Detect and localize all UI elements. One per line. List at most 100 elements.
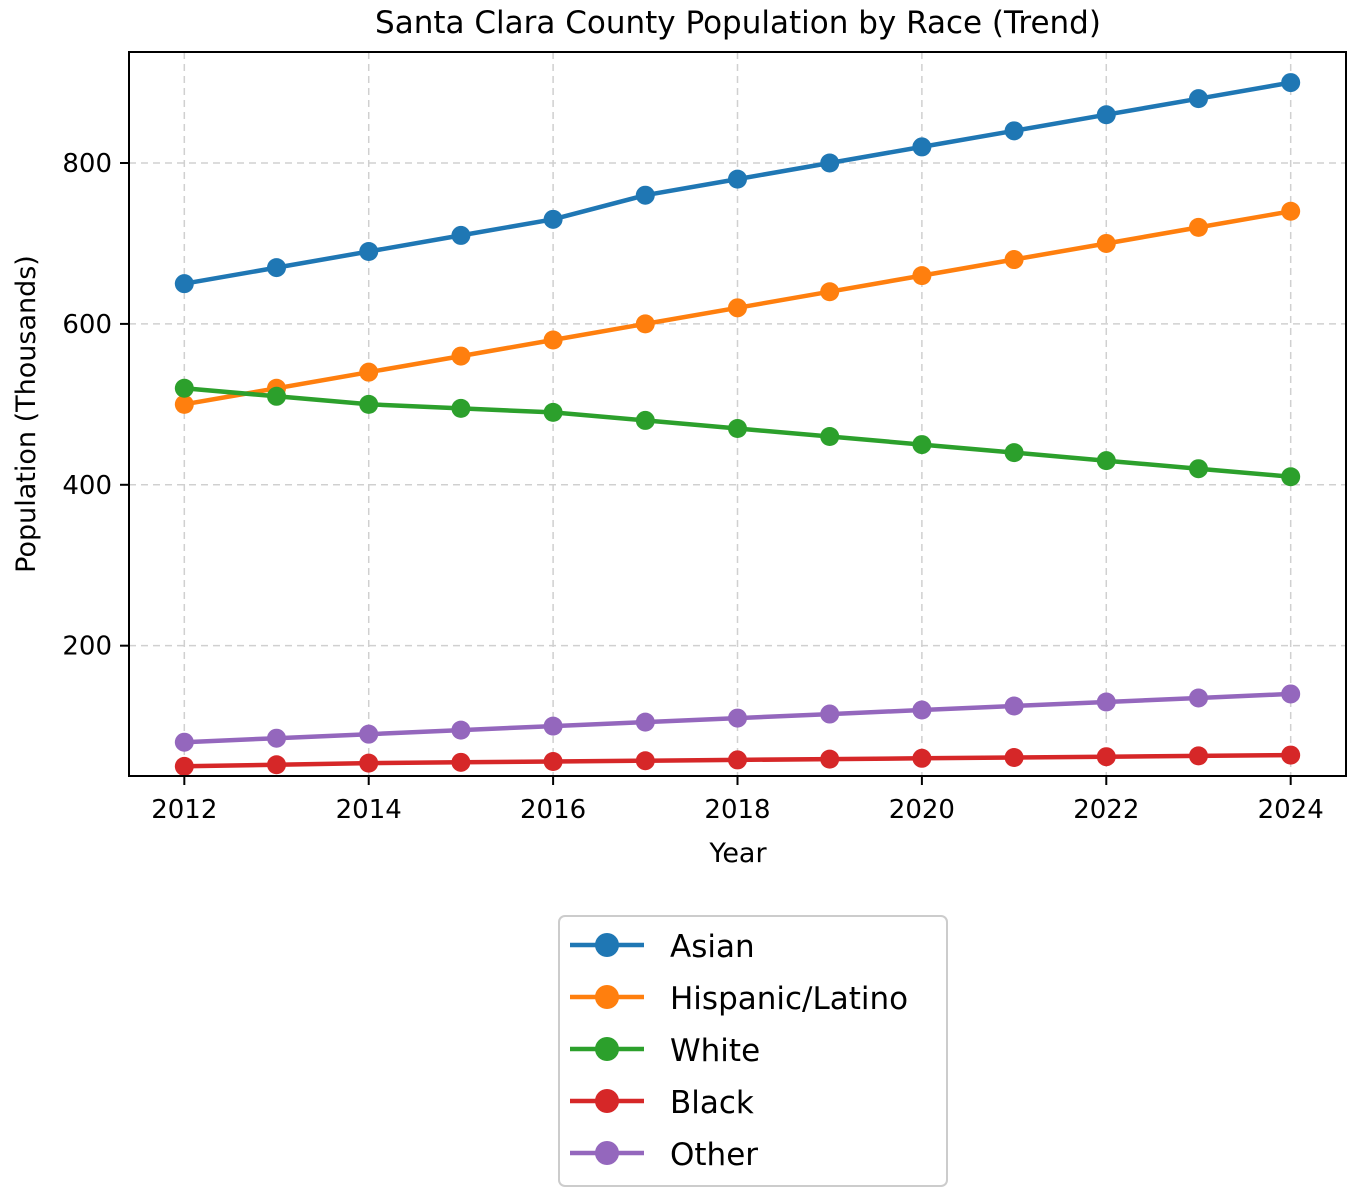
- y-tick-label: 800: [62, 149, 112, 179]
- data-point-white: [1096, 451, 1116, 471]
- data-point-other: [1096, 692, 1116, 712]
- data-point-hispanic-latino: [912, 266, 932, 286]
- y-tick-label: 200: [62, 632, 112, 662]
- legend-swatch-marker: [595, 1141, 619, 1165]
- legend-label: White: [670, 1033, 760, 1069]
- data-point-white: [912, 435, 932, 455]
- data-point-white: [451, 398, 471, 418]
- data-point-hispanic-latino: [359, 362, 379, 382]
- legend-label: Hispanic/Latino: [670, 981, 908, 1017]
- legend-item-hispanic-latino: Hispanic/Latino: [570, 981, 908, 1017]
- data-point-black: [1004, 747, 1024, 767]
- series-asian: [174, 73, 1301, 294]
- data-point-white: [174, 378, 194, 398]
- legend-item-white: White: [570, 1033, 760, 1069]
- data-point-white: [635, 410, 655, 430]
- data-point-hispanic-latino: [728, 298, 747, 318]
- data-point-white: [543, 402, 563, 422]
- x-tick-label: 2022: [1073, 795, 1139, 825]
- legend-swatch-marker: [595, 985, 619, 1009]
- data-point-asian: [359, 242, 379, 262]
- data-point-black: [359, 753, 379, 773]
- data-point-asian: [1281, 73, 1301, 93]
- data-point-asian: [543, 209, 563, 229]
- data-point-hispanic-latino: [635, 314, 655, 334]
- data-point-black: [543, 752, 563, 772]
- data-point-black: [728, 750, 747, 770]
- x-tick-label: 2018: [704, 795, 770, 825]
- legend-label: Other: [670, 1137, 758, 1173]
- chart-title: Santa Clara County Population by Race (T…: [375, 5, 1101, 41]
- data-point-other: [1004, 696, 1024, 716]
- legend: Asian Hispanic/Latino White Black Other: [558, 915, 948, 1187]
- data-point-asian: [1188, 89, 1208, 109]
- series-white: [174, 378, 1301, 487]
- data-point-black: [1281, 745, 1301, 765]
- y-axis-label: Population (Thousands): [11, 255, 42, 573]
- data-point-hispanic-latino: [1281, 201, 1301, 221]
- data-point-asian: [1096, 105, 1116, 125]
- data-point-asian: [451, 225, 471, 245]
- data-point-asian: [728, 169, 747, 189]
- series-hispanic-latino: [174, 201, 1301, 414]
- data-point-other: [267, 728, 287, 748]
- data-point-other: [912, 700, 932, 720]
- x-axis-label: Year: [708, 838, 767, 869]
- series-other: [174, 684, 1301, 752]
- y-tick-label: 600: [62, 310, 112, 340]
- data-point-black: [451, 752, 471, 772]
- y-axis: 200 400 600 800: [62, 149, 129, 662]
- legend-item-asian: Asian: [570, 929, 755, 965]
- x-tick-label: 2014: [336, 795, 402, 825]
- y-tick-label: 400: [62, 471, 112, 501]
- x-tick-label: 2024: [1258, 795, 1324, 825]
- data-point-white: [267, 386, 287, 406]
- x-tick-label: 2020: [889, 795, 955, 825]
- series-layer: [174, 73, 1301, 776]
- data-point-white: [820, 427, 840, 447]
- data-point-white: [1004, 443, 1024, 463]
- data-point-black: [635, 751, 655, 771]
- data-point-hispanic-latino: [174, 394, 194, 414]
- legend-label: Asian: [670, 929, 755, 965]
- data-point-other: [1281, 684, 1301, 704]
- data-point-other: [359, 724, 379, 744]
- data-point-black: [820, 749, 840, 769]
- data-point-hispanic-latino: [543, 330, 563, 350]
- data-point-other: [543, 716, 563, 736]
- legend-label: Black: [670, 1085, 754, 1121]
- grid: [129, 52, 1346, 776]
- data-point-asian: [635, 185, 655, 205]
- legend-swatch-marker: [595, 1089, 619, 1113]
- data-point-white: [359, 394, 379, 414]
- series-black: [174, 745, 1301, 776]
- data-point-other: [728, 708, 747, 728]
- data-point-asian: [174, 274, 194, 294]
- legend-box: [558, 915, 948, 1187]
- data-point-white: [1281, 467, 1301, 487]
- data-point-black: [912, 748, 932, 768]
- data-point-other: [820, 704, 840, 724]
- legend-swatch-marker: [595, 1037, 619, 1061]
- data-point-asian: [912, 137, 932, 157]
- legend-item-black: Black: [570, 1085, 754, 1121]
- data-point-hispanic-latino: [1096, 233, 1116, 253]
- x-tick-label: 2012: [151, 795, 217, 825]
- data-point-other: [1188, 688, 1208, 708]
- data-point-asian: [820, 153, 840, 173]
- x-tick-label: 2016: [520, 795, 586, 825]
- data-point-other: [635, 712, 655, 732]
- data-point-other: [174, 732, 194, 752]
- data-point-asian: [267, 258, 287, 278]
- data-point-hispanic-latino: [820, 282, 840, 302]
- x-axis: 2012 2014 2016 2018 2020 2022 2024: [151, 776, 1324, 825]
- data-point-white: [1188, 459, 1208, 479]
- data-point-hispanic-latino: [451, 346, 471, 366]
- data-point-black: [267, 755, 287, 775]
- data-point-black: [1188, 746, 1208, 766]
- data-point-hispanic-latino: [1004, 250, 1024, 270]
- data-point-asian: [1004, 121, 1024, 141]
- legend-swatch-marker: [595, 933, 619, 957]
- data-point-black: [1096, 747, 1116, 767]
